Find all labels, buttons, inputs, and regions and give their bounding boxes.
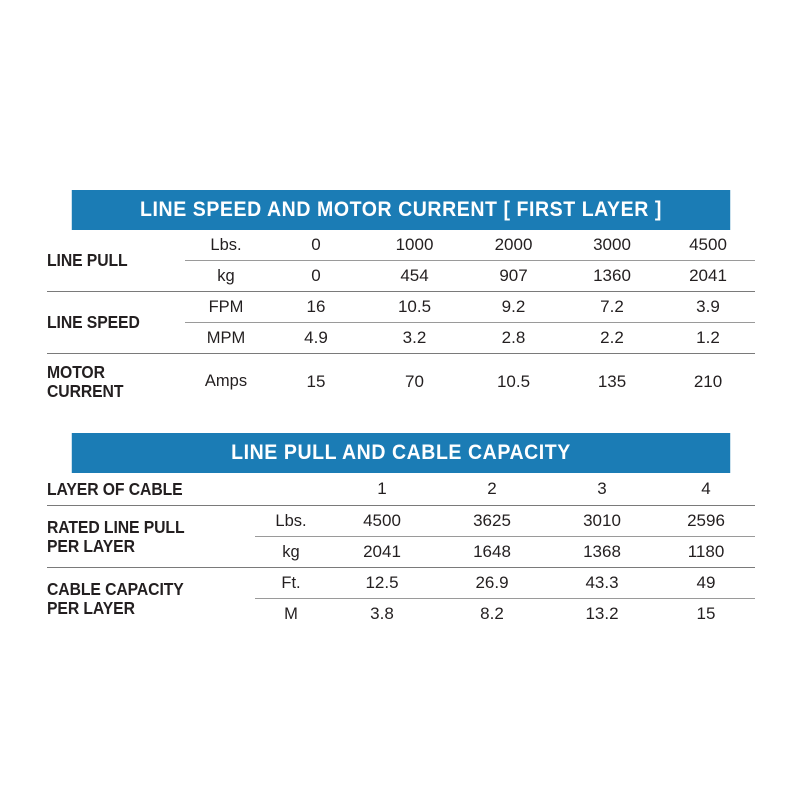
data-cell: 1368 [547,536,657,568]
table-line-pull-cable-capacity: LINE PULL AND CABLE CAPACITY LAYER OF CA… [47,433,755,629]
table-row: RATED LINE PULL PER LAYER Lbs. 4500 3625… [47,505,755,568]
table-title-line-speed-motor-current: LINE SPEED AND MOTOR CURRENT [ FIRST LAY… [71,190,731,230]
data-cell: 10.5 [365,291,464,323]
data-cell: 2.8 [464,322,563,354]
data-cell: 2041 [661,260,755,292]
table-row: LINE PULL Lbs. 0 1000 2000 3000 4500 [47,230,755,269]
data-cell: 3.9 [661,291,755,323]
row-label-motor-current: MOTOR CURRENT [47,353,172,409]
data-cell: 4500 [327,505,437,537]
data-cell: 3010 [547,505,657,537]
data-cell: 1180 [657,536,755,568]
data-cell: 9.2 [464,291,563,323]
table-row: MOTOR CURRENT Amps 15 70 10.5 135 210 [47,353,755,409]
data-cell: 15 [267,353,365,409]
column-header-cell: 2 [487,479,497,498]
data-cell: 8.2 [437,598,547,629]
spec-table-two: LAYER OF CABLE 1 2 3 4 RATED LINE PULL P… [47,473,755,629]
data-cell: 454 [365,260,464,292]
data-cell: 70 [365,353,464,409]
data-cell: 0 [267,260,365,292]
table-row: MPM 4.9 3.2 2.8 2.2 1.2 [47,322,755,354]
data-cell: 2041 [327,536,437,568]
data-cell: 15 [657,598,755,629]
table-row: M 3.8 8.2 13.2 15 [47,598,755,629]
data-cell: 1360 [563,260,661,292]
data-cell: 907 [464,260,563,292]
row-label-cable-capacity-per-layer: CABLE CAPACITY PER LAYER [47,567,235,629]
data-cell: 2596 [657,505,755,537]
row-label-layer-of-cable: LAYER OF CABLE [47,478,183,499]
spec-tables-container: LINE SPEED AND MOTOR CURRENT [ FIRST LAY… [47,190,755,629]
data-cell: 1.2 [661,322,755,354]
spec-table-one: LINE PULL Lbs. 0 1000 2000 3000 4500 kg … [47,230,755,409]
data-cell: 12.5 [327,567,437,599]
column-header-cell: 1 [377,479,387,498]
table-row: CABLE CAPACITY PER LAYER Ft. 12.5 26.9 4… [47,567,755,629]
table-row: kg 2041 1648 1368 1180 [47,536,755,568]
table-row: LINE SPEED FPM 16 10.5 9.2 7.2 3.9 [47,291,755,354]
row-label-rated-line-pull-per-layer: RATED LINE PULL PER LAYER [47,505,235,568]
data-cell: 3.2 [365,322,464,354]
data-cell: 49 [657,567,755,599]
data-cell: 4500 [689,235,727,254]
data-cell: 13.2 [547,598,657,629]
unit-cell: Lbs. [255,505,327,537]
data-cell: 7.2 [563,291,661,323]
row-label-line-pull: LINE PULL [47,250,128,271]
data-cell: 1648 [437,536,547,568]
data-cell: 16 [267,291,365,323]
data-cell: 2.2 [563,322,661,354]
table-row: kg 0 454 907 1360 2041 [47,260,755,292]
table-gap-spacer [47,409,755,433]
table-row-layer-of-cable: LAYER OF CABLE 1 2 3 4 [47,473,755,506]
data-cell: 3625 [437,505,547,537]
data-cell: 2000 [494,235,533,254]
unit-cell: Amps [185,353,267,409]
row-label-line-speed: LINE SPEED [47,291,172,354]
unit-cell: Ft. [255,567,327,599]
data-cell: 43.3 [547,567,657,599]
data-cell: 0 [311,235,321,254]
data-cell: 3.8 [327,598,437,629]
data-cell: 210 [661,353,755,409]
data-cell: 4.9 [267,322,365,354]
data-cell: 3000 [593,235,631,254]
unit-cell [255,473,327,506]
unit-cell: Lbs. [210,235,242,254]
unit-cell: kg [255,536,327,568]
unit-cell: kg [185,260,267,292]
unit-cell: MPM [185,322,267,354]
table-line-speed-motor-current: LINE SPEED AND MOTOR CURRENT [ FIRST LAY… [47,190,755,409]
table-title-line-pull-cable-capacity: LINE PULL AND CABLE CAPACITY [71,433,731,473]
data-cell: 135 [563,353,661,409]
data-cell: 1000 [395,235,434,254]
column-header-cell: 3 [597,479,607,498]
column-header-cell: 4 [701,479,711,498]
data-cell: 26.9 [437,567,547,599]
unit-cell: FPM [185,291,267,323]
unit-cell: M [255,598,327,629]
data-cell: 10.5 [464,353,563,409]
